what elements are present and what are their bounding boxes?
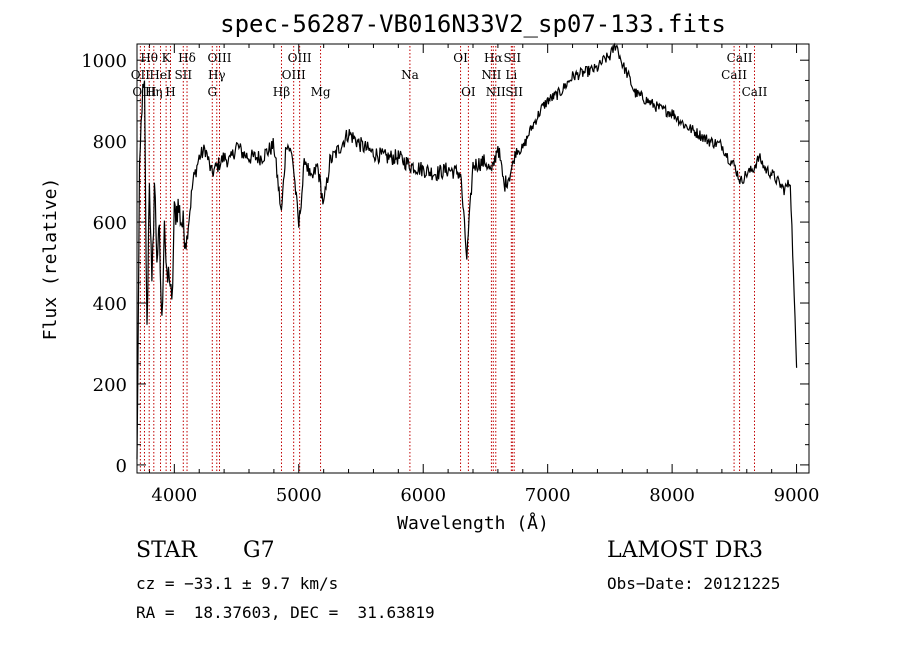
x-tick-label: 7000 [525, 485, 571, 506]
line-label: SII [174, 68, 192, 82]
y-tick-label: 600 [93, 213, 127, 234]
line-label: OIII [288, 51, 312, 65]
y-tick-label: 800 [93, 132, 127, 153]
line-label: Hθ [140, 51, 158, 65]
line-label: OIII [207, 51, 231, 65]
line-label: SII [503, 51, 521, 65]
x-axis-label: Wavelength (Å) [397, 512, 549, 534]
line-label: NII [486, 85, 506, 99]
line-label: G [207, 85, 217, 99]
line-label: CaII [727, 51, 753, 65]
line-label: OIII [282, 68, 306, 82]
line-label: Hβ [273, 85, 290, 99]
sky-coordinates: RA = 18.37603, DEC = 31.63819 [136, 603, 435, 622]
line-label: Na [401, 68, 419, 82]
flux-series-line [136, 42, 798, 460]
x-tick-label: 8000 [649, 485, 695, 506]
line-label: OII [131, 68, 151, 82]
line-label: Hδ [178, 51, 196, 65]
line-label: OI [461, 85, 476, 99]
y-axis-label: Flux (relative) [40, 178, 61, 341]
y-tick-label: 200 [93, 375, 127, 396]
x-axis-ticks: 4000 5000 6000 7000 8000 9000 [148, 44, 820, 506]
line-label: Hα [484, 51, 503, 65]
line-label: Li [505, 68, 517, 82]
observation-date: Obs−Date: 20121225 [607, 574, 781, 593]
line-label: SII [505, 85, 523, 99]
line-label: NII [481, 68, 501, 82]
survey-name: LAMOST DR3 [607, 538, 763, 563]
line-label: Mg [311, 85, 331, 99]
line-label: Hη [145, 85, 163, 99]
x-tick-label: 4000 [151, 485, 197, 506]
y-axis-ticks: 0 200 400 600 800 1000 [81, 51, 809, 477]
y-tick-label: 0 [116, 456, 127, 477]
chart-title: spec-56287-VB016N33V2_sp07-133.fits [220, 10, 726, 38]
line-label: CaII [721, 68, 747, 82]
spectral-subclass: G7 [243, 538, 275, 563]
line-label: K [162, 51, 172, 65]
redshift-velocity: cz = −33.1 ± 9.7 km/s [136, 574, 339, 593]
line-label: Hγ [208, 68, 226, 82]
plot-frame [136, 43, 810, 474]
x-tick-label: 9000 [774, 485, 820, 506]
line-label: OI [453, 51, 468, 65]
object-class: STAR [136, 538, 197, 563]
y-tick-label: 400 [93, 294, 127, 315]
x-tick-label: 5000 [276, 485, 322, 506]
y-tick-label: 1000 [81, 51, 127, 72]
line-label: CaII [742, 85, 768, 99]
line-label: H [165, 85, 175, 99]
x-tick-label: 6000 [400, 485, 446, 506]
line-label: HeI [149, 68, 172, 82]
